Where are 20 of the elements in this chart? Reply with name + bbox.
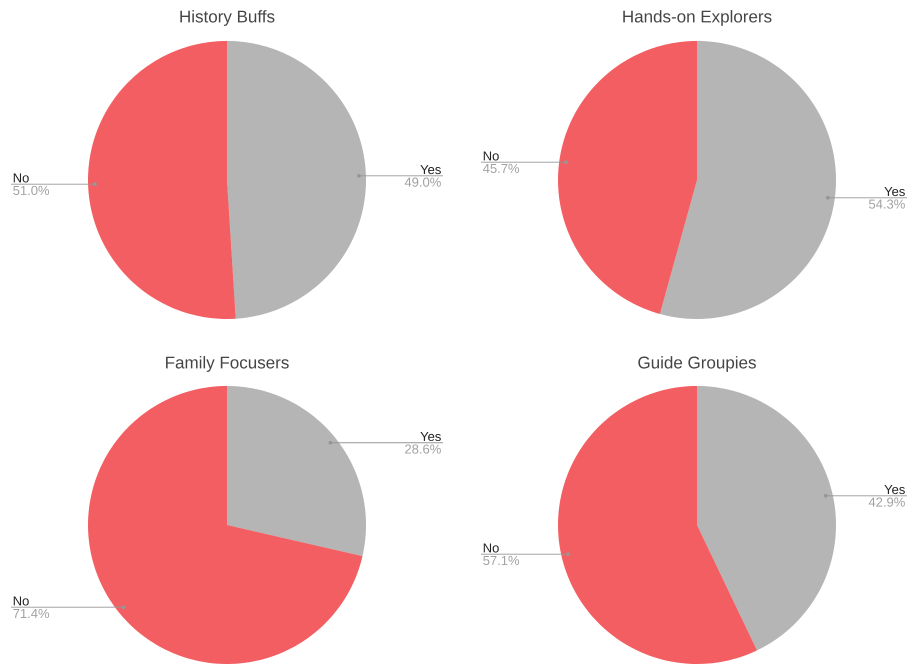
chart-title: History Buffs	[180, 10, 274, 26]
data-label: 28.6%	[405, 444, 441, 454]
slice-label: No	[14, 596, 29, 606]
slice-label: Yes	[420, 432, 441, 442]
slice-label: Yes	[884, 485, 905, 494]
data-label: 45.7%	[483, 164, 520, 174]
slice-label: Yes	[420, 165, 441, 174]
slice-label: No	[484, 151, 499, 161]
chart-title: Hands-on Explorers	[623, 10, 772, 26]
data-label: 42.9%	[868, 497, 905, 507]
data-label: 54.3%	[868, 199, 905, 209]
data-label: 49.0%	[404, 178, 441, 187]
data-label: 57.1%	[483, 556, 520, 566]
slice-label: Yes	[884, 187, 905, 196]
chart-title: Family Focusers	[166, 356, 289, 372]
data-label: 51.0%	[13, 186, 50, 196]
chart-title: Guide Groupies	[638, 356, 756, 372]
data-label: 71.4%	[13, 608, 50, 618]
slice-label: No	[484, 543, 499, 553]
slice-label: No	[14, 173, 29, 182]
